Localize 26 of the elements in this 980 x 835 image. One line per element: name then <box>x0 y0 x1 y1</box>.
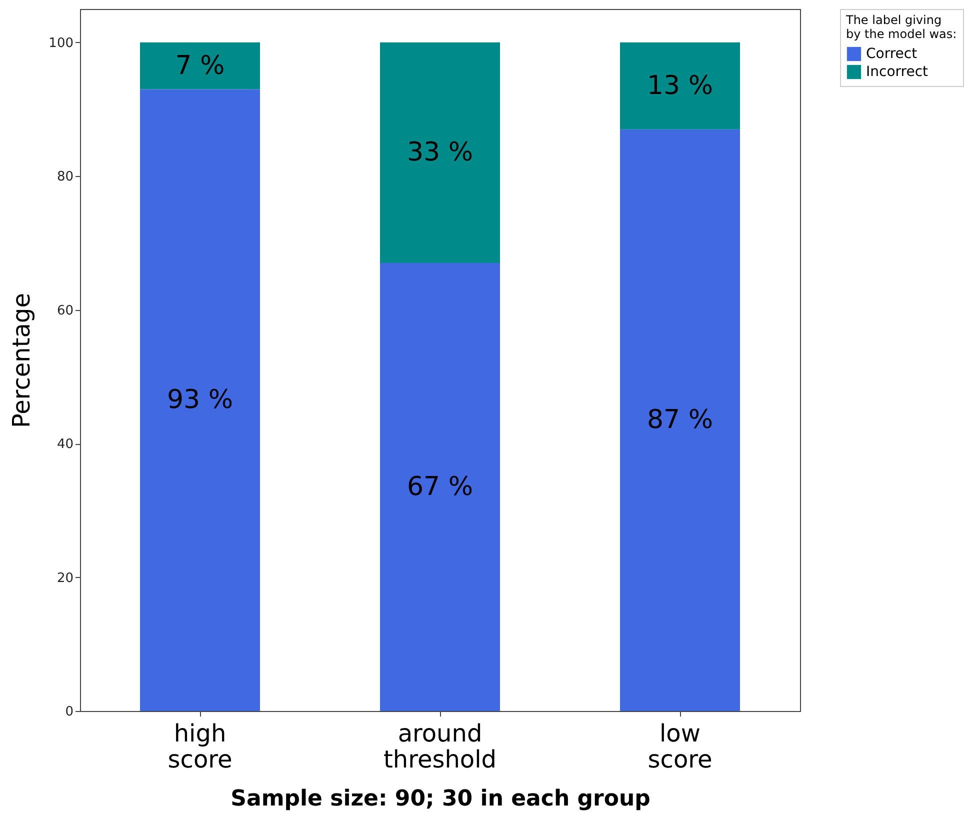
bar <box>620 42 740 130</box>
legend-label: Incorrect <box>866 64 929 80</box>
y-tick-label: 80 <box>56 170 74 185</box>
bar <box>620 129 740 711</box>
legend-title: The label giving by the model was: <box>845 13 957 41</box>
x-axis-title: Sample size: 90; 30 in each group <box>230 786 650 812</box>
bar <box>140 89 260 711</box>
bar <box>380 263 500 711</box>
data-label: 7 % <box>175 50 225 81</box>
y-tick-label: 20 <box>56 570 74 586</box>
y-tick-label: 100 <box>48 36 74 51</box>
bar <box>140 42 260 90</box>
data-label: 33 % <box>406 138 474 168</box>
y-axis-title: Percentage <box>8 292 36 428</box>
data-label: 87 % <box>646 405 714 436</box>
x-tick-label: low score <box>648 720 712 774</box>
y-tick-label: 60 <box>56 303 74 318</box>
bar <box>380 42 500 264</box>
x-tick-label: high score <box>168 720 232 774</box>
legend-label: Correct <box>866 46 918 62</box>
x-tick-label: around threshold <box>383 720 497 774</box>
data-label: 93 % <box>166 385 234 416</box>
data-label: 67 % <box>406 472 474 502</box>
y-tick-label: 0 <box>65 704 74 720</box>
data-label: 13 % <box>646 70 714 101</box>
y-tick-label: 40 <box>56 437 74 452</box>
